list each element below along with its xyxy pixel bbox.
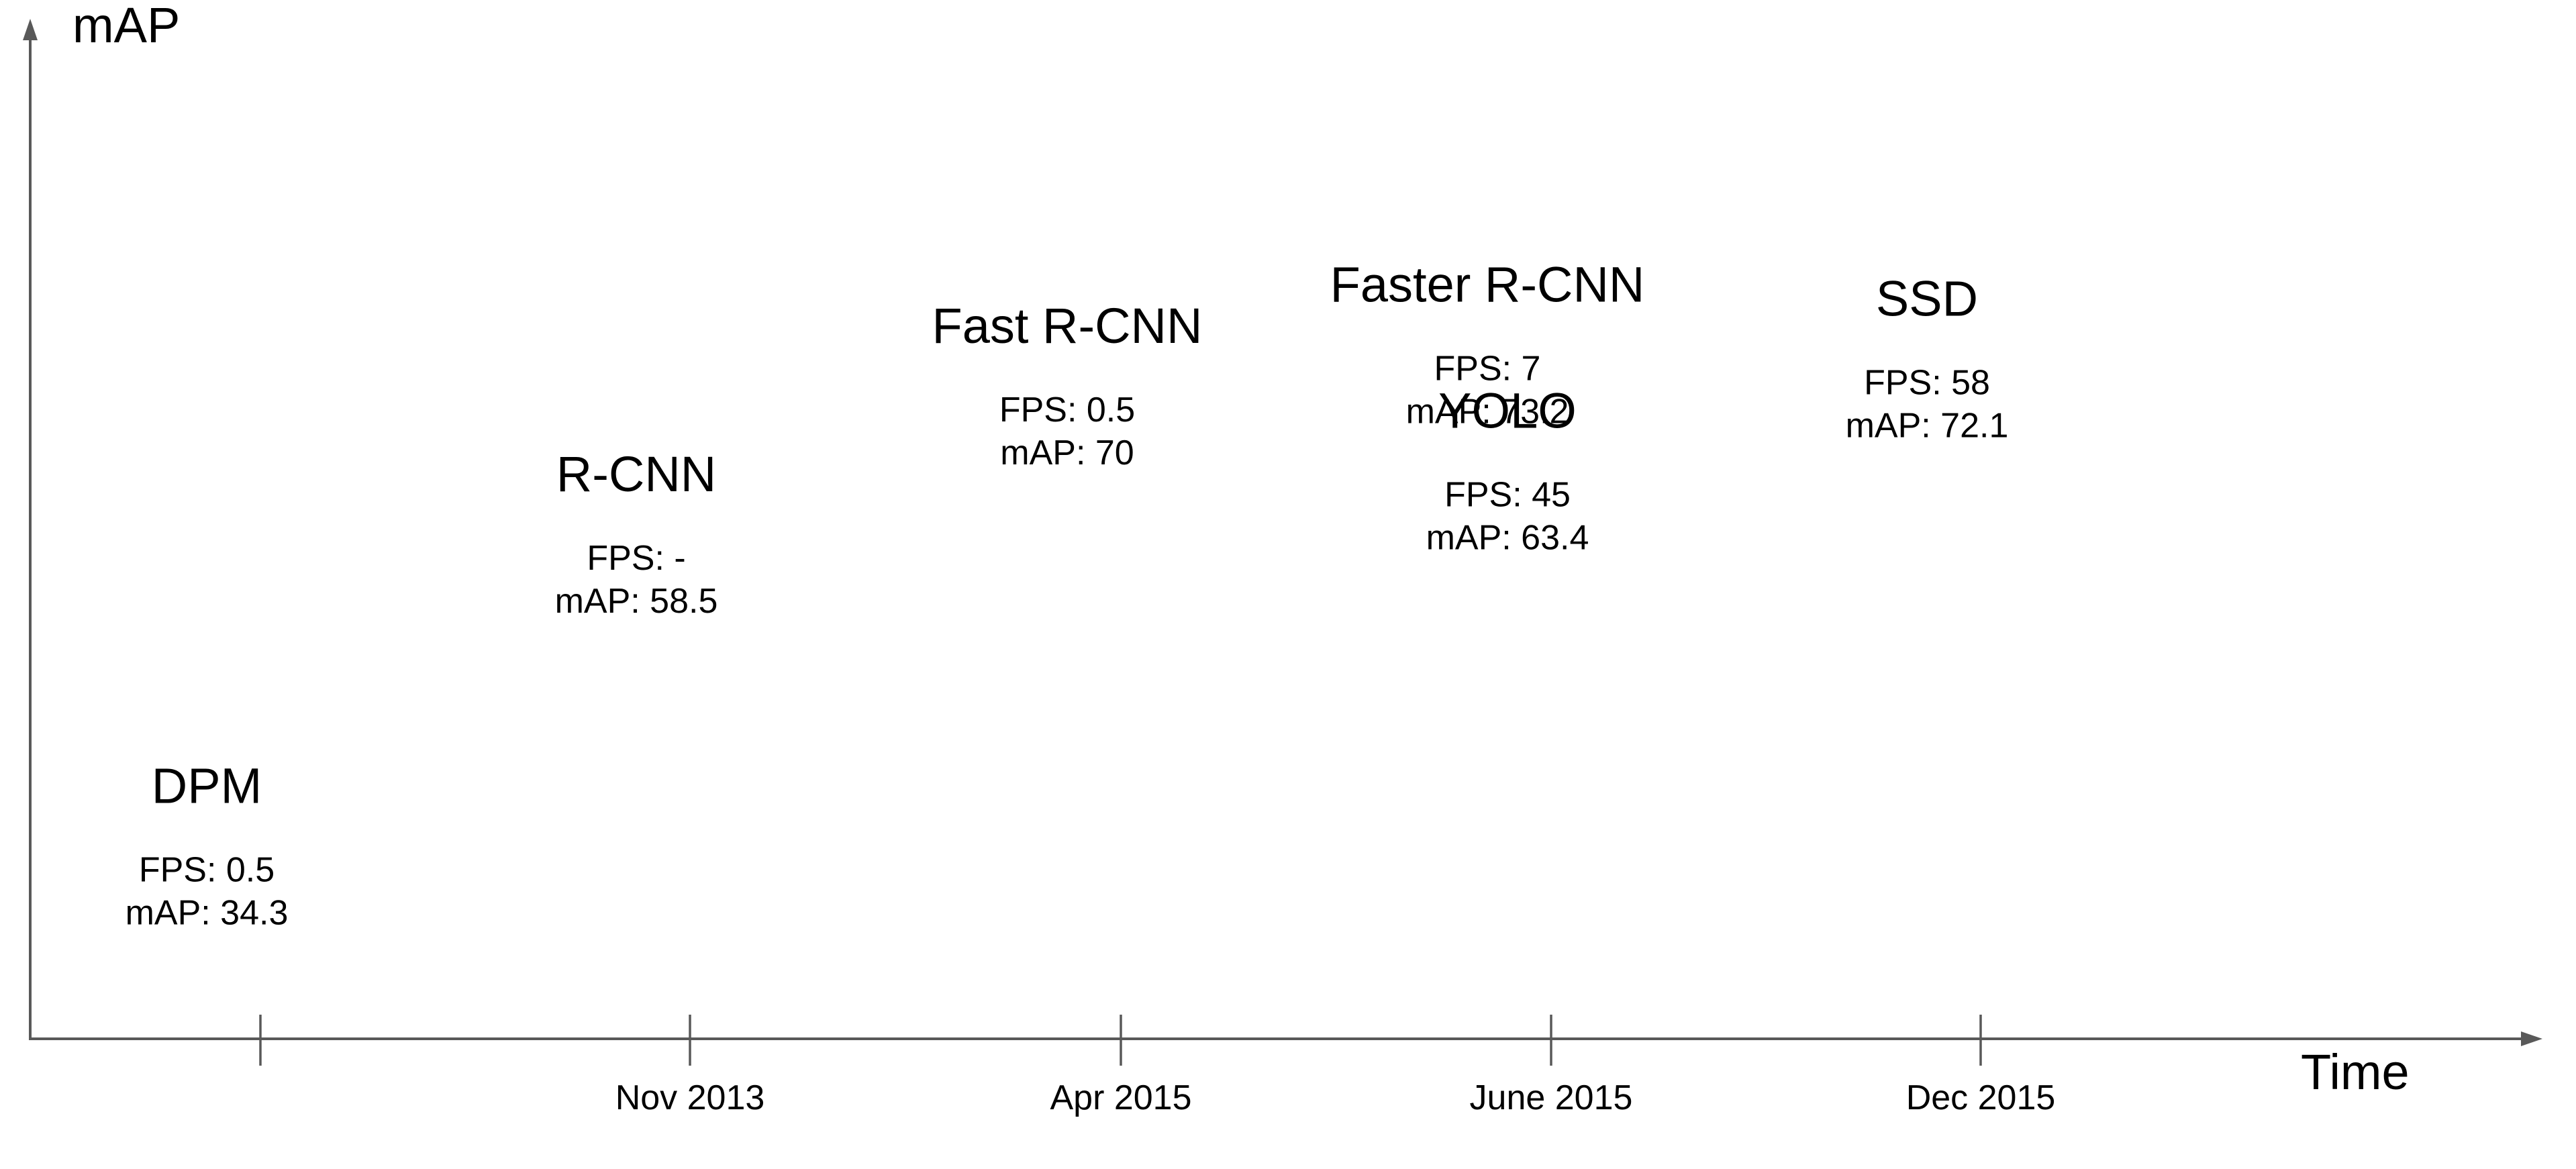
model-fps: FPS: 7: [1434, 350, 1541, 389]
x-tick-label: June 2015: [1470, 1078, 1633, 1117]
model-map: mAP: 63.4: [1426, 519, 1589, 558]
model-label: Faster R-CNN FPS: 7 mAP: 73.2: [1330, 257, 1645, 431]
y-axis-title: mAP: [72, 0, 180, 53]
model-fps: FPS: -: [587, 539, 685, 578]
x-axis-arrow: [2521, 1031, 2542, 1046]
x-axis: [29, 1031, 2542, 1046]
x-tick-label: Dec 2015: [1906, 1078, 2056, 1117]
model-label: R-CNN FPS: - mAP: 58.5: [555, 446, 718, 621]
model-map: mAP: 34.3: [126, 893, 289, 932]
model-fps: FPS: 58: [1864, 364, 1990, 403]
x-tick-label: Nov 2013: [615, 1078, 765, 1117]
model-name: YOLO: [1438, 383, 1577, 439]
model-name: Faster R-CNN: [1330, 257, 1645, 313]
model-map: mAP: 72.1: [1846, 407, 2009, 446]
x-tick-label: Apr 2015: [1050, 1078, 1191, 1117]
model-fps: FPS: 0.5: [139, 850, 275, 889]
y-axis-arrow: [23, 19, 38, 40]
model-fps: FPS: 45: [1444, 476, 1571, 515]
model-name: Fast R-CNN: [932, 298, 1203, 354]
model-name: DPM: [152, 758, 262, 813]
x-axis-ticks: Nov 2013 Apr 2015 June 2015 Dec 2015: [259, 1015, 2056, 1117]
model-label: DPM FPS: 0.5 mAP: 34.3: [126, 758, 289, 932]
y-axis: [23, 19, 38, 1039]
model-name: SSD: [1876, 271, 1978, 327]
model-map: mAP: 73.2: [1406, 393, 1569, 431]
model-name: R-CNN: [556, 446, 716, 502]
model-label: YOLO FPS: 45 mAP: 63.4: [1426, 383, 1589, 558]
x-axis-title: Time: [2301, 1044, 2410, 1100]
model-labels: DPM FPS: 0.5 mAP: 34.3 R-CNN FPS: - mAP: 58.5…: [126, 257, 2009, 933]
model-map: mAP: 70: [1000, 434, 1134, 472]
model-map: mAP: 58.5: [555, 582, 718, 621]
model-label: SSD FPS: 58 mAP: 72.1: [1846, 271, 2009, 446]
model-fps: FPS: 0.5: [999, 391, 1135, 429]
model-label: Fast R-CNN FPS: 0.5 mAP: 70: [932, 298, 1203, 472]
